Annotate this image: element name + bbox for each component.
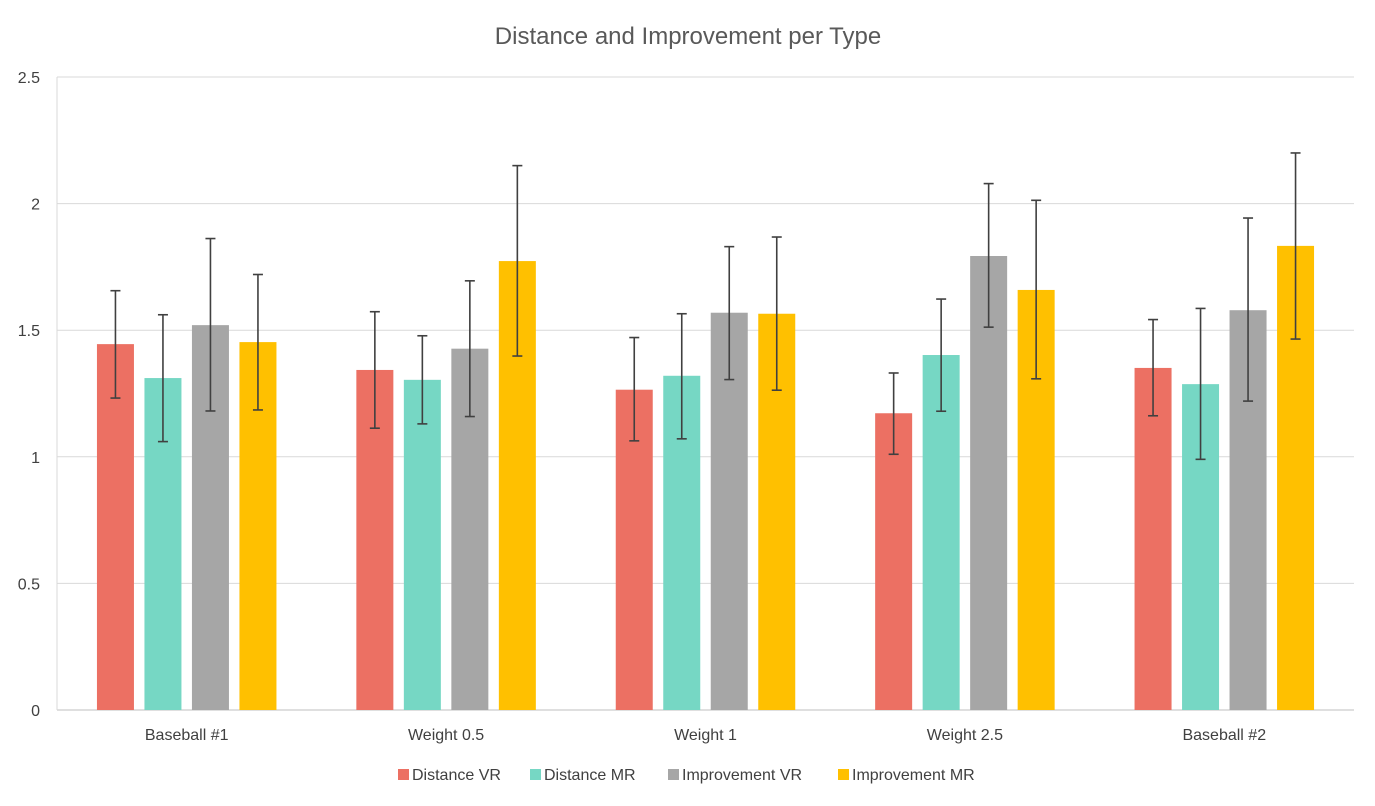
error-bars: [110, 152, 1301, 461]
legend: Distance VR Distance MR Improvement VR Impr…: [398, 767, 975, 784]
y-tick-label: 0: [31, 703, 40, 720]
x-tick-label: Weight 1: [674, 727, 737, 744]
error-bar: [1031, 199, 1042, 380]
bar: [403, 379, 441, 710]
legend-label: Improvement MR: [852, 767, 975, 784]
y-tick-label: 1: [31, 450, 40, 467]
error-bar: [888, 372, 899, 456]
y-tick-label: 2: [31, 197, 40, 214]
y-tick-label: 1.5: [18, 323, 40, 340]
y-tick-label: 2.5: [18, 70, 40, 87]
error-bar: [110, 289, 121, 399]
x-axis-ticks: Baseball #1 Weight 0.5 Weight 1 Weight 2.5 B…: [145, 727, 1266, 744]
bars: [96, 245, 1315, 710]
x-tick-label: Weight 0.5: [408, 727, 484, 744]
error-bar: [369, 310, 380, 429]
bar: [615, 389, 653, 710]
legend-item: Improvement MR: [838, 767, 975, 784]
error-bar: [157, 313, 168, 443]
legend-item: Distance MR: [530, 767, 636, 784]
y-tick-label: 0.5: [18, 576, 40, 593]
bar: [970, 256, 1008, 710]
error-bar: [464, 280, 475, 418]
legend-swatch: [530, 769, 541, 780]
legend-item: Improvement VR: [668, 767, 802, 784]
error-bar: [1290, 152, 1301, 340]
legend-label: Distance MR: [544, 767, 636, 784]
error-bar: [252, 273, 263, 411]
error-bar: [205, 237, 216, 412]
error-bar: [936, 298, 947, 413]
bar: [1134, 367, 1172, 710]
error-bar: [1195, 307, 1206, 461]
error-bar: [512, 164, 523, 357]
legend-swatch: [668, 769, 679, 780]
x-tick-label: Weight 2.5: [927, 727, 1003, 744]
error-bar: [1243, 217, 1254, 402]
legend-label: Improvement VR: [682, 767, 802, 784]
y-axis-ticks: 0 0.5 1 1.5 2 2.5: [18, 70, 40, 720]
error-bar: [983, 182, 994, 328]
x-tick-label: Baseball #2: [1182, 727, 1266, 744]
error-bar: [629, 336, 640, 442]
error-bar: [724, 245, 735, 381]
bar: [96, 344, 134, 710]
bar: [875, 413, 913, 710]
chart-title: Distance and Improvement per Type: [495, 23, 881, 50]
legend-swatch: [398, 769, 409, 780]
legend-label: Distance VR: [412, 767, 501, 784]
error-bar: [771, 236, 782, 392]
legend-swatch: [838, 769, 849, 780]
error-bar: [1148, 318, 1159, 417]
error-bar: [417, 334, 428, 425]
legend-item: Distance VR: [398, 767, 501, 784]
error-bar: [676, 312, 687, 440]
x-tick-label: Baseball #1: [145, 727, 229, 744]
bar: [922, 355, 960, 710]
